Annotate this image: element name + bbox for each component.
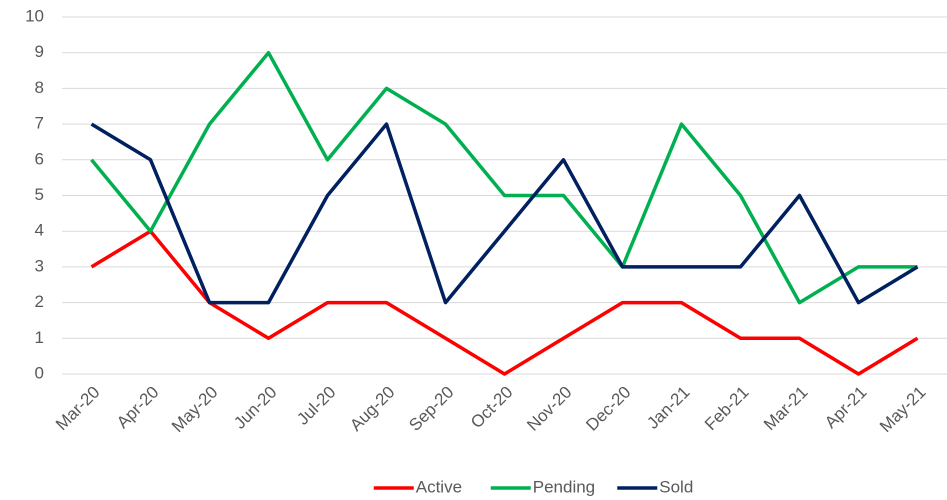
x-tick-label: Apr-20 <box>113 383 163 433</box>
y-tick-label: 3 <box>35 256 44 275</box>
x-tick-label: Feb-21 <box>701 383 753 435</box>
y-tick-label: 6 <box>35 149 44 168</box>
x-tick-label: Apr-21 <box>821 383 871 433</box>
x-tick-label: Nov-20 <box>523 383 575 435</box>
x-tick-label: Oct-20 <box>467 383 517 433</box>
x-tick-label: Mar-20 <box>52 383 104 435</box>
x-tick-label: Sep-20 <box>405 383 457 435</box>
x-tick-label: Jul-20 <box>293 383 339 429</box>
y-tick-label: 1 <box>35 328 44 347</box>
x-tick-label: May-20 <box>168 383 222 437</box>
x-tick-label: Dec-20 <box>582 383 634 435</box>
series-line <box>90 229 919 376</box>
y-tick-label: 8 <box>35 78 44 97</box>
y-tick-label: 10 <box>25 6 44 25</box>
y-tick-label: 7 <box>35 114 44 133</box>
x-tick-label: Jun-20 <box>230 383 280 433</box>
y-tick-label: 2 <box>35 292 44 311</box>
y-tick-label: 5 <box>35 185 44 204</box>
legend-label: Active <box>416 477 462 496</box>
legend-label: Pending <box>533 477 595 496</box>
legend-label: Sold <box>659 477 693 496</box>
y-tick-label: 0 <box>35 363 44 382</box>
series-line <box>90 50 918 305</box>
x-tick-label: May-21 <box>876 383 930 437</box>
x-tick-label: Aug-20 <box>346 383 398 435</box>
x-tick-label: Mar-21 <box>760 383 812 435</box>
series-line <box>90 122 919 305</box>
y-tick-label: 4 <box>35 221 44 240</box>
x-tick-label: Jan-21 <box>643 383 693 433</box>
y-tick-label: 9 <box>35 42 44 61</box>
